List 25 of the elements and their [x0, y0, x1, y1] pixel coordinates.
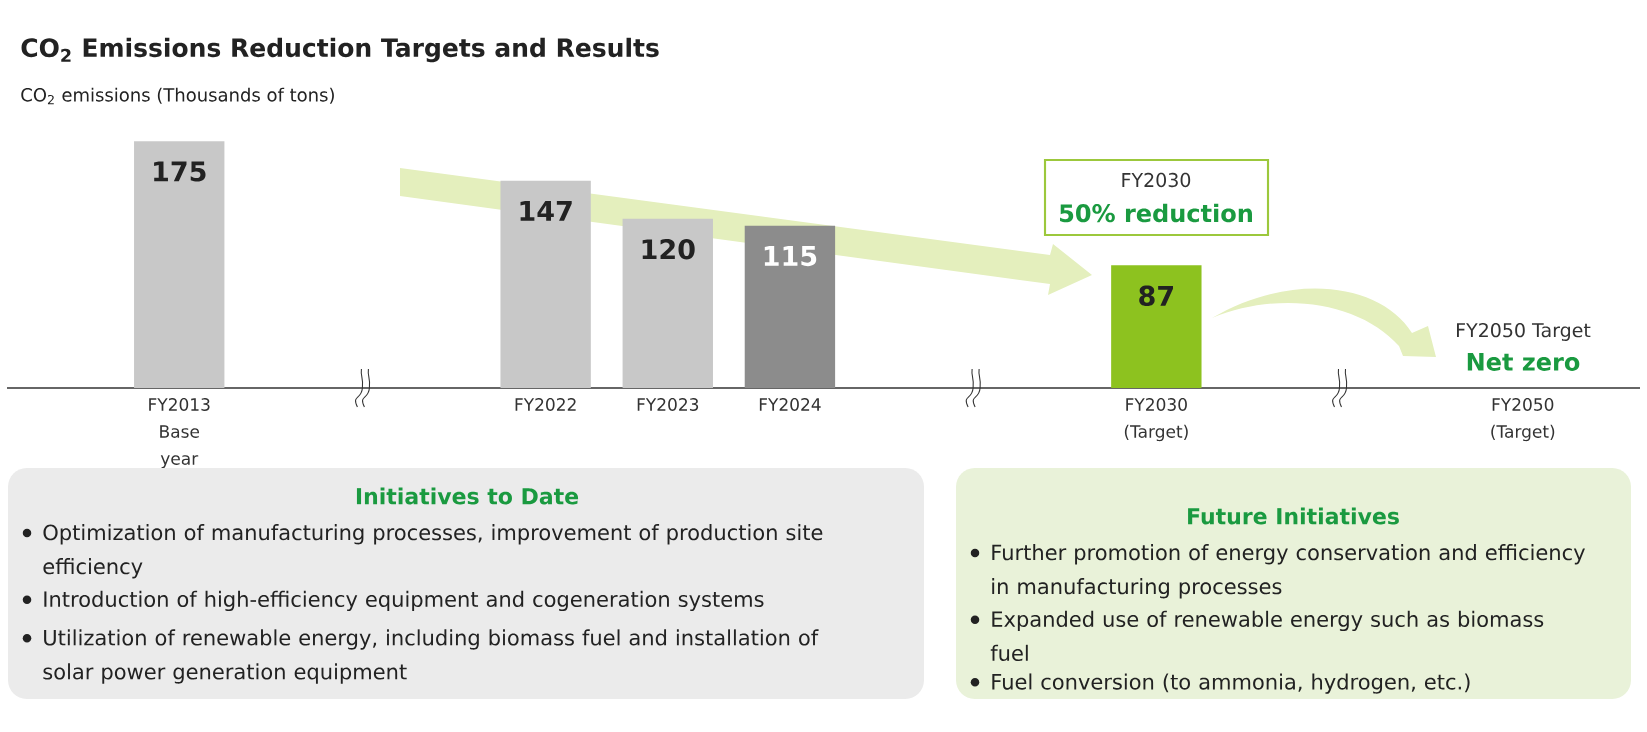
annotation: FY2050 Target — [1457, 322, 1591, 342]
x-tick-label: FY2013 Base year — [149, 398, 210, 469]
annotation: Net zero — [1467, 353, 1580, 371]
x-tick-label: FY2023 — [637, 398, 699, 411]
chart-title: CO$_{2}$ Emissions Reduction Targets and Results — [21, 37, 659, 63]
data-label: 87 — [1139, 285, 1173, 307]
text: Future Initiatives — [1188, 507, 1399, 525]
text: Fuel conversion (to ammonia, hydrogen, etc.) — [992, 673, 1470, 694]
text: Utilization of renewable energy, including biomass fuel and installation of solar power generation equipment — [43, 629, 819, 684]
x-tick-label: FY2030 (Target) — [1124, 398, 1188, 442]
data-label: 175 — [154, 161, 206, 182]
annotation: FY2030 — [1122, 172, 1191, 188]
text: Optimization of manufacturing processes, improvement of production site efficiency — [43, 524, 823, 579]
x-tick-label: FY2024 — [759, 398, 821, 411]
text: Further promotion of energy conservation and efficiency in manufacturing processes — [992, 544, 1585, 599]
annotation: 50% reduction — [1060, 203, 1252, 223]
text: Expanded use of renewable energy such as biomass fuel — [990, 610, 1544, 662]
x-tick-label: FY2022 — [515, 398, 576, 411]
data-label: 115 — [764, 246, 817, 267]
text: Initiatives to Date — [356, 487, 579, 505]
x-tick-label: FY2050 (Target) — [1491, 398, 1555, 442]
y-axis-title: CO$_{2}$ emissions (Thousands of tons) — [21, 87, 334, 105]
data-label: 147 — [520, 201, 572, 221]
data-label: 120 — [642, 239, 695, 260]
text: Introduction of high-efficiency equipment and cogeneration systems — [44, 590, 764, 612]
